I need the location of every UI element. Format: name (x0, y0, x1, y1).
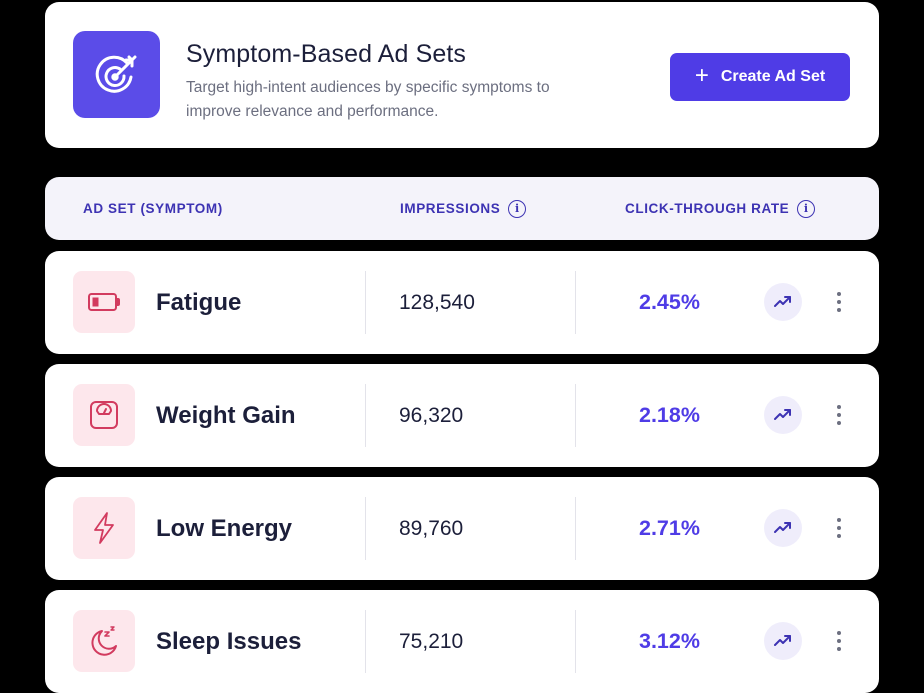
column-header-impressions[interactable]: IMPRESSIONS i (400, 177, 527, 240)
create-ad-set-button[interactable]: + Create Ad Set (670, 53, 850, 101)
lightning-icon (73, 497, 135, 559)
page-title: Symptom-Based Ad Sets (186, 40, 467, 68)
more-options-icon[interactable] (829, 287, 849, 317)
table-header: AD SET (SYMPTOM) IMPRESSIONS i CLICK-THR… (45, 177, 879, 240)
impressions-value: 75,210 (399, 629, 464, 653)
more-options-icon[interactable] (829, 513, 849, 543)
trend-up-icon (774, 409, 791, 420)
impressions-value: 89,760 (399, 516, 464, 540)
impressions-value: 128,540 (399, 290, 475, 314)
info-icon[interactable]: i (508, 199, 527, 218)
column-divider (365, 610, 366, 673)
moon-sleep-icon (73, 610, 135, 672)
info-icon[interactable]: i (797, 199, 816, 218)
ad-set-name: Fatigue (156, 288, 242, 316)
trend-up-button[interactable] (764, 622, 802, 660)
column-divider (575, 497, 576, 560)
ctr-value: 2.45% (639, 290, 700, 314)
trend-up-button[interactable] (764, 283, 802, 321)
plus-icon: + (694, 61, 709, 89)
column-divider (365, 271, 366, 334)
more-options-icon[interactable] (829, 400, 849, 430)
trend-up-icon (774, 522, 791, 533)
ctr-value: 3.12% (639, 629, 700, 653)
ctr-value: 2.71% (639, 516, 700, 540)
battery-low-icon (73, 271, 135, 333)
table-row[interactable]: Fatigue 128,540 2.45% (45, 251, 879, 354)
ad-set-name: Sleep Issues (156, 627, 302, 655)
impressions-value: 96,320 (399, 403, 464, 427)
table-row[interactable]: Sleep Issues 75,210 3.12% (45, 590, 879, 693)
trend-up-button[interactable] (764, 396, 802, 434)
column-divider (575, 610, 576, 673)
ctr-value: 2.18% (639, 403, 700, 427)
target-arrow-icon (73, 31, 160, 118)
more-options-icon[interactable] (829, 626, 849, 656)
column-divider (365, 384, 366, 447)
trend-up-icon (774, 296, 791, 307)
table-row[interactable]: Low Energy 89,760 2.71% (45, 477, 879, 580)
table-row[interactable]: Weight Gain 96,320 2.18% (45, 364, 879, 467)
trend-up-icon (774, 635, 791, 646)
scale-icon (73, 384, 135, 446)
trend-up-button[interactable] (764, 509, 802, 547)
column-divider (365, 497, 366, 560)
column-header-ad-set[interactable]: AD SET (SYMPTOM) (83, 201, 223, 216)
ad-set-name: Weight Gain (156, 401, 296, 429)
header-card: Symptom-Based Ad Sets Target high-intent… (45, 2, 879, 148)
column-divider (575, 384, 576, 447)
column-divider (575, 271, 576, 334)
ad-set-name: Low Energy (156, 514, 293, 542)
page-subtitle: Target high-intent audiences by specific… (186, 79, 550, 120)
create-ad-set-label: Create Ad Set (720, 68, 826, 85)
column-header-ctr[interactable]: CLICK-THROUGH RATE i (625, 177, 816, 240)
